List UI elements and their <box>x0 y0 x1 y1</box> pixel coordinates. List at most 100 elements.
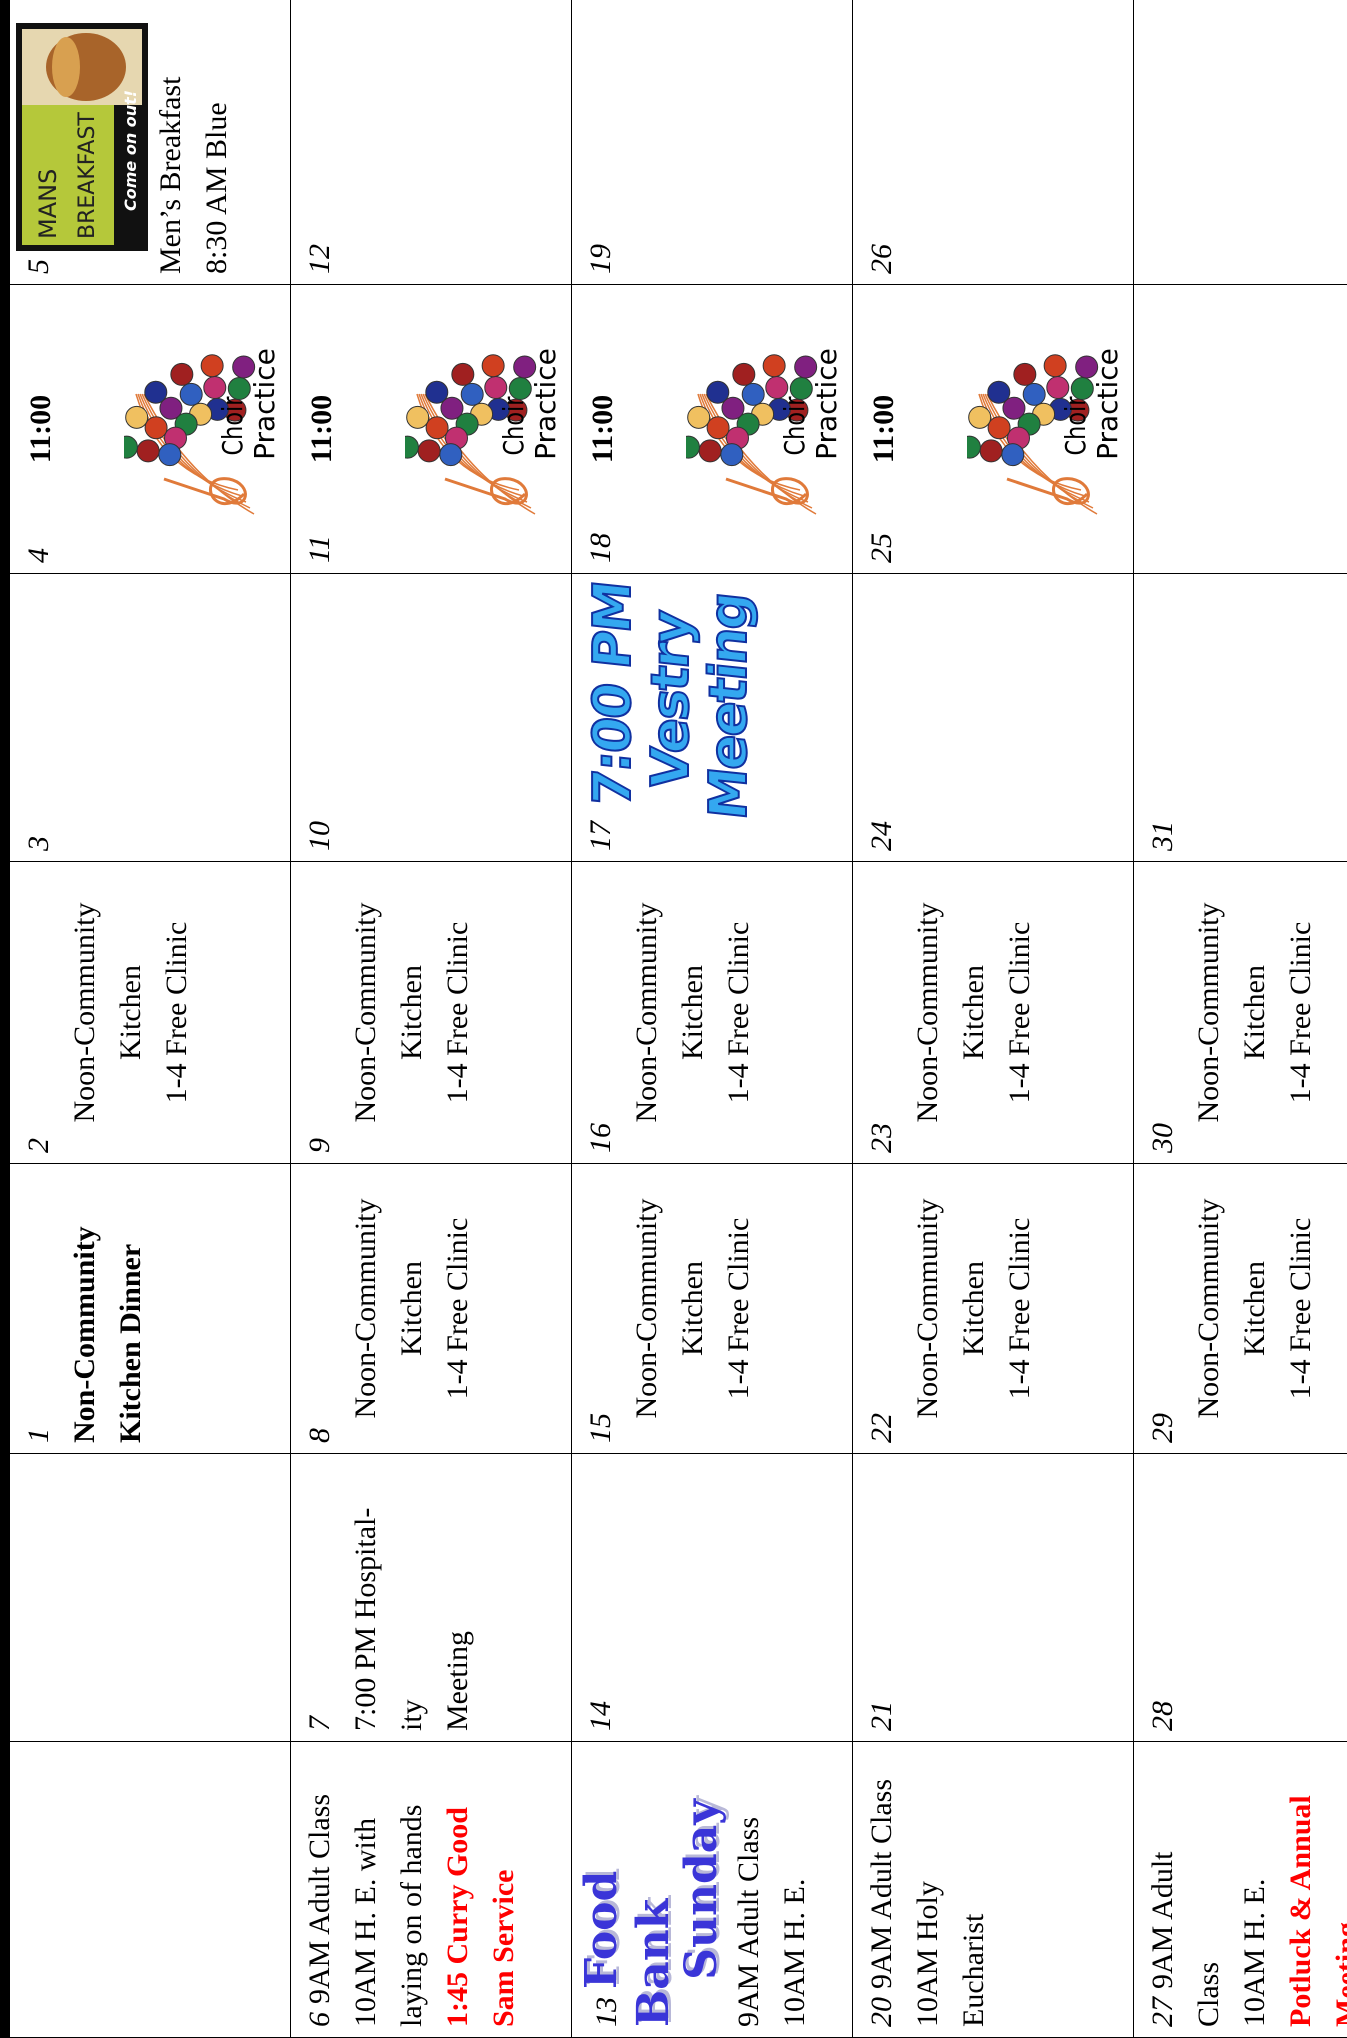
image-shape <box>698 439 722 463</box>
image-shape <box>1013 362 1037 386</box>
image-shape <box>1070 377 1094 401</box>
image-shape <box>984 393 1094 509</box>
image-shape <box>703 393 813 509</box>
image-shape <box>987 416 1011 440</box>
image-shape <box>765 376 789 400</box>
image-shape <box>179 382 203 406</box>
event-text: 1-4 Free Clinic <box>722 921 755 1104</box>
image-shape <box>440 396 464 420</box>
event-text: Kitchen <box>676 965 709 1060</box>
day-cell: 21 <box>852 1453 1134 1742</box>
image-shape <box>460 382 484 406</box>
week-row: 1 Non-Community Kitchen Dinner 2 Noon-Commun… <box>5 0 291 2038</box>
event-text: 1-4 Free Clinic <box>441 921 474 1104</box>
choir-practice-image: Choir Practice <box>686 348 843 515</box>
event-text: 9AM Adult Class <box>732 1816 765 2027</box>
day-cell: 2 Noon-Community Kitchen 1-4 Free Clinic <box>5 861 291 1164</box>
event-text: 10AM Holy <box>911 1881 944 2027</box>
image-shape <box>170 362 194 386</box>
image-shape <box>22 105 114 245</box>
image-shape <box>1006 477 1090 506</box>
day-cell: 3 <box>5 573 291 862</box>
day-cell: 12 <box>290 0 572 285</box>
event-text: Noon-Community <box>911 902 944 1123</box>
day-cell: 24 <box>852 573 1134 862</box>
day-cell: 31 <box>1133 573 1347 862</box>
image-shape <box>144 380 168 404</box>
image-shape <box>144 416 168 440</box>
event-text: Kitchen <box>395 1261 428 1356</box>
choir-practice-image: Choir Practice <box>124 348 281 515</box>
image-shape <box>484 376 508 400</box>
event-text: Noon-Community <box>349 1198 382 1419</box>
event-time: 11:00 <box>586 394 619 464</box>
day-number: 19 <box>584 244 617 274</box>
day-cell: 8 Noon-Community Kitchen 1-4 Free Clinic <box>290 1163 572 1454</box>
week-row: 20 9AM Adult Class 10AM Holy Eucharist 21 22 N… <box>852 0 1134 2038</box>
week-row: 6 9AM Adult Class 10AM H. E. with laying on… <box>290 0 572 2038</box>
day-cell: 6 9AM Adult Class 10AM H. E. with laying on… <box>290 1741 572 2038</box>
event-text: Kitchen Dinner <box>114 1243 147 1443</box>
day-number: 24 <box>865 821 898 851</box>
day-number: 27 <box>1146 1997 1179 2027</box>
choir-practice-image: Choir Practice <box>967 348 1124 515</box>
day-number: 14 <box>584 1701 617 1731</box>
image-caption: Choir <box>777 396 810 455</box>
image-shape <box>420 393 528 503</box>
event-text: Noon-Community <box>1192 902 1225 1123</box>
image-shape <box>227 377 251 401</box>
day-cell: 27 9AM Adult Class 10AM H. E. Potluck & Annu… <box>1133 1741 1347 2038</box>
day-number: 6 <box>303 2012 336 2027</box>
event-text: Class <box>1192 1961 1225 2027</box>
day-cell: 23 Noon-Community Kitchen 1-4 Free Clinic <box>852 861 1134 1164</box>
image-shape <box>1002 396 1026 420</box>
day-cell: 17 7:00 PM Vestry Meeting <box>571 573 853 862</box>
event-text: Kitchen <box>1238 1261 1271 1356</box>
event-text: Meeting <box>1330 1922 1347 2027</box>
day-number: 1 <box>22 1428 55 1443</box>
event-text: 1:45 Curry Good <box>441 1807 474 2027</box>
day-number: 21 <box>865 1701 898 1731</box>
event-text: 9AM Adult Class <box>865 1778 898 1989</box>
day-number: 30 <box>1146 1123 1179 1153</box>
day-number: 29 <box>1146 1413 1179 1443</box>
day-cell: 7 7:00 PM Hospital-ity Meeting <box>290 1453 572 1742</box>
week-row: 13Food Bank Sunday 9AM Adult Class 10AM H. … <box>571 0 853 2038</box>
image-shape <box>422 393 532 509</box>
image-shape <box>1046 376 1070 400</box>
image-shape <box>725 477 809 506</box>
image-caption: MANS <box>34 169 62 239</box>
image-shape <box>139 393 247 503</box>
event-text: 1-4 Free Clinic <box>722 1217 755 1400</box>
image-shape <box>425 416 449 440</box>
event-time: 11:00 <box>24 394 57 464</box>
day-cell: 16 Noon-Community Kitchen 1-4 Free Clinic <box>571 861 853 1164</box>
event-text: 10AM H. E. with <box>349 1817 382 2027</box>
image-caption: Choir <box>496 396 529 455</box>
image-shape <box>439 443 463 467</box>
event-text: 10AM H. E. <box>778 1878 811 2027</box>
event-text: Noon-Community <box>630 1198 663 1419</box>
image-caption: Practice <box>1091 348 1124 460</box>
event-text: Noon-Community <box>68 902 101 1123</box>
image-shape <box>159 396 183 420</box>
image-shape <box>762 354 786 378</box>
event-text: Non-Community <box>68 1226 101 1443</box>
image-shape <box>125 405 149 429</box>
event-text: 1-4 Free Clinic <box>1003 921 1036 1104</box>
image-shape <box>513 355 537 379</box>
event-text: 10AM H. E. <box>1238 1878 1271 2027</box>
event-text: Kitchen <box>114 965 147 1060</box>
day-cell: 14 <box>571 1453 853 1742</box>
image-shape <box>706 380 730 404</box>
event-text: ity <box>395 1699 428 1731</box>
day-number: 28 <box>1146 1701 1179 1731</box>
image-caption: Practice <box>529 348 562 460</box>
day-cell: 10 <box>290 573 572 862</box>
event-text: 9AM Adult <box>1146 1851 1179 1989</box>
wordart-text: Sunday <box>676 1799 727 1980</box>
day-cell: 4 11:00 Choir Practice <box>5 284 291 574</box>
day-cell <box>1133 0 1347 285</box>
